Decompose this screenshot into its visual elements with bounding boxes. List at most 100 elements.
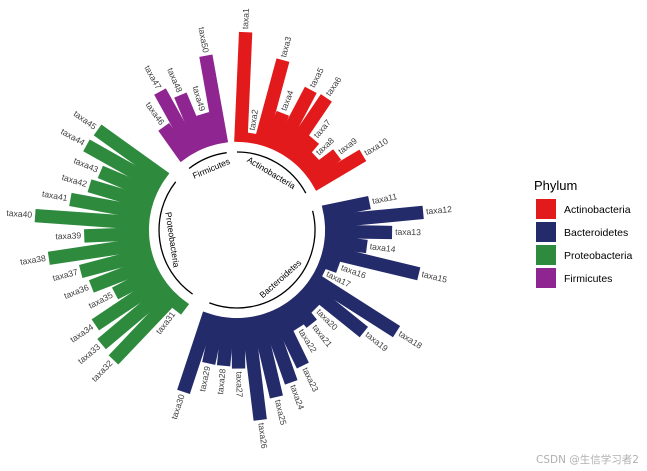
bar-taxa19 <box>301 279 369 338</box>
bar-taxa35 <box>111 264 163 300</box>
tick-label-taxa6: taxa6 <box>323 75 343 98</box>
tick-label-taxa44: taxa44 <box>59 126 87 147</box>
bar-taxa49 <box>196 112 219 148</box>
bar-taxa45 <box>93 124 170 185</box>
bar-taxa43 <box>97 165 159 202</box>
legend-label-firmicutes: Firmicutes <box>564 273 612 285</box>
tick-label-taxa37: taxa37 <box>51 267 79 283</box>
tick-label-taxa26: taxa26 <box>256 422 269 449</box>
bar-taxa46 <box>158 123 192 163</box>
bar-taxa12 <box>323 205 424 229</box>
bar-taxa34 <box>91 273 168 331</box>
tick-label-taxa40: taxa40 <box>6 208 33 220</box>
tick-label-taxa32: taxa32 <box>89 358 114 384</box>
tick-label-taxa11: taxa11 <box>371 191 398 206</box>
tick-label-taxa23: taxa23 <box>300 366 320 394</box>
group-label-proteobacteria: Proteobacteria <box>163 211 181 268</box>
group-arc-actinobacteria <box>236 151 307 194</box>
bar-taxa38 <box>47 236 151 265</box>
watermark: CSDN @生信学习者2 <box>536 454 639 466</box>
legend-swatch-bacteroidetes <box>536 222 556 242</box>
legend: Phylum Actinobacteria Bacteroidetes Proteo… <box>534 178 632 288</box>
bar-taxa47 <box>154 88 201 157</box>
tick-label-taxa10: taxa10 <box>362 136 389 158</box>
tick-label-taxa41: taxa41 <box>41 189 68 204</box>
tick-label-taxa2: taxa2 <box>247 108 260 131</box>
bar-taxa7 <box>288 135 320 168</box>
bar-taxa36 <box>88 255 158 293</box>
tick-label-taxa3: taxa3 <box>278 35 293 58</box>
bar-taxa3 <box>253 58 290 147</box>
tick-label-taxa14: taxa14 <box>369 241 396 254</box>
bar-taxa13 <box>324 224 393 240</box>
bar-taxa22 <box>278 300 305 332</box>
bar-taxa20 <box>294 287 321 314</box>
tick-label-taxa1: taxa1 <box>240 8 251 30</box>
tick-label-taxa15: taxa15 <box>421 269 449 285</box>
tick-label-taxa18: taxa18 <box>397 328 424 350</box>
tick-label-taxa45: taxa45 <box>72 108 99 131</box>
tick-label-taxa5: taxa5 <box>307 66 326 89</box>
tick-label-taxa29: taxa29 <box>197 365 212 393</box>
bar-taxa27 <box>231 317 246 369</box>
bar-taxa26 <box>241 316 267 421</box>
legend-title: Phylum <box>534 178 577 193</box>
tick-label-taxa28: taxa28 <box>215 368 228 395</box>
bar-taxa33 <box>97 281 175 350</box>
bar-taxa6 <box>280 94 332 161</box>
bar-taxa8 <box>296 151 321 175</box>
legend-entries: Actinobacteria Bacteroidetes Proteobacteri… <box>536 199 632 288</box>
tick-label-taxa38: taxa38 <box>19 253 46 267</box>
group-arc-firmicutes <box>188 152 227 170</box>
bar-taxa40 <box>34 208 150 231</box>
legend-label-bacteroidetes: Bacteroidetes <box>564 227 628 239</box>
group-label-firmicutes: Firmicutes <box>191 156 231 181</box>
bar-taxa42 <box>87 179 155 212</box>
group-label-bacteroidetes: Bacteroidetes <box>257 258 303 300</box>
bar-taxa29 <box>202 314 226 365</box>
bar-taxa50 <box>199 54 229 145</box>
legend-swatch-firmicutes <box>536 268 556 288</box>
bar-taxa10 <box>309 149 367 191</box>
bar-taxa15 <box>320 244 421 281</box>
bar-taxa23 <box>269 306 309 369</box>
bars-layer <box>34 31 424 421</box>
bar-taxa9 <box>303 149 342 183</box>
bar-taxa4 <box>262 110 290 151</box>
bar-taxa30 <box>177 311 216 394</box>
tick-label-taxa12: taxa12 <box>426 204 453 216</box>
tick-label-taxa39: taxa39 <box>55 230 81 241</box>
group-arc-bacteroidetes <box>209 210 316 309</box>
bar-taxa5 <box>272 86 317 156</box>
legend-swatch-proteobacteria <box>536 245 556 265</box>
bar-taxa41 <box>69 192 152 221</box>
tick-label-taxa25: taxa25 <box>273 399 289 427</box>
tick-label-taxa13: taxa13 <box>395 227 421 237</box>
bar-taxa18 <box>307 271 401 338</box>
bar-taxa1 <box>234 31 253 143</box>
tick-label-taxa36: taxa36 <box>62 282 90 301</box>
bar-taxa37 <box>79 246 154 278</box>
tick-label-taxa24: taxa24 <box>288 383 306 411</box>
tick-label-taxa42: taxa42 <box>61 172 89 189</box>
tick-label-taxa50: taxa50 <box>197 26 211 53</box>
tick-label-taxa47: taxa47 <box>142 64 163 92</box>
group-arcs-layer: ActinobacteriaBacteroidetesProteobacteri… <box>158 151 316 309</box>
legend-label-actinobacteria: Actinobacteria <box>564 204 631 216</box>
tick-label-taxa30: taxa30 <box>169 393 187 421</box>
tick-label-taxa33: taxa33 <box>76 342 102 366</box>
legend-swatch-actinobacteria <box>536 199 556 219</box>
bar-taxa48 <box>174 92 210 152</box>
tick-label-taxa27: taxa27 <box>234 372 244 398</box>
bar-taxa24 <box>260 310 298 385</box>
tick-label-taxa34: taxa34 <box>68 322 95 345</box>
bar-taxa32 <box>108 289 182 365</box>
group-arc-proteobacteria <box>158 181 193 295</box>
bar-taxa25 <box>250 314 283 399</box>
bar-taxa21 <box>286 294 317 328</box>
legend-label-proteobacteria: Proteobacteria <box>564 250 632 262</box>
bar-taxa39 <box>83 226 150 243</box>
tick-label-taxa19: taxa19 <box>364 329 391 353</box>
bar-taxa44 <box>83 139 164 193</box>
